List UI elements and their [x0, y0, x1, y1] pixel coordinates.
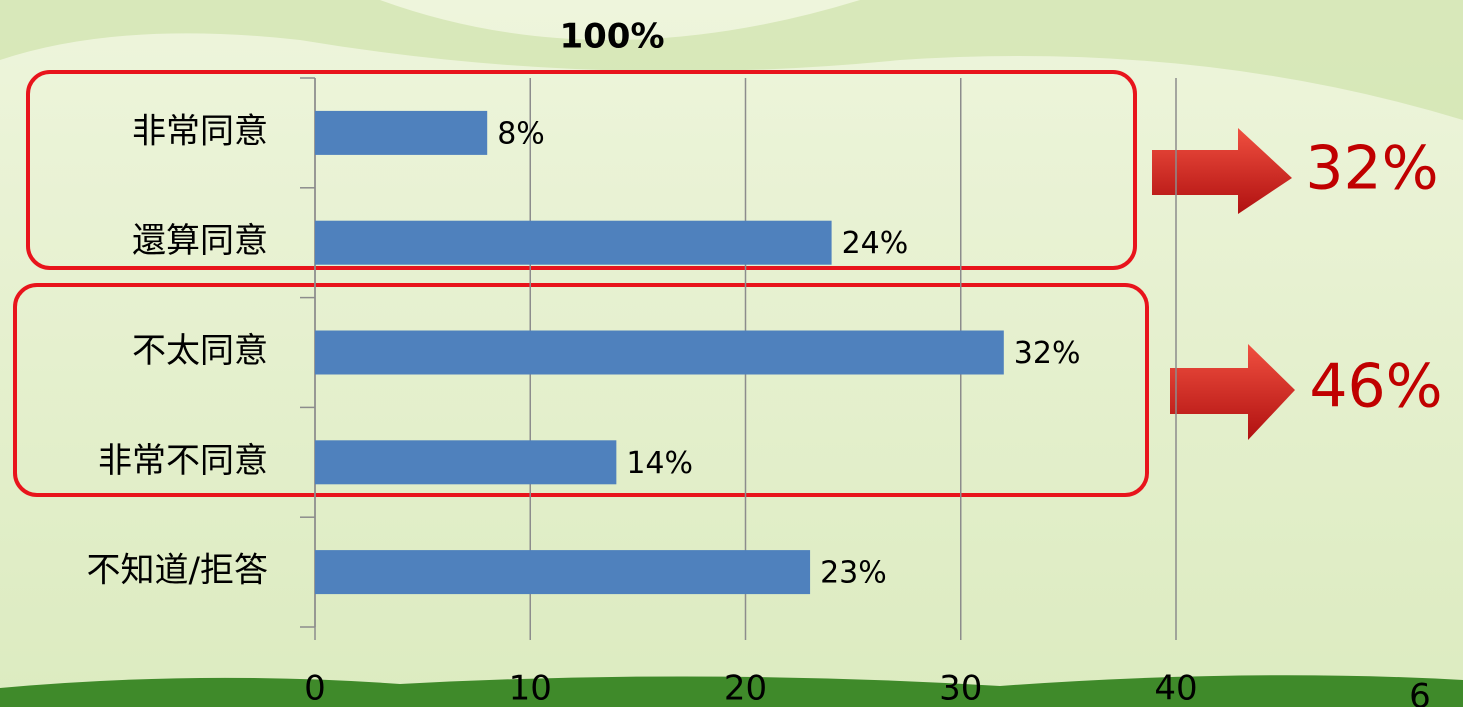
bar — [315, 440, 616, 484]
y-tick-label: 不知道/拒答 — [87, 551, 268, 591]
value-label: 14% — [626, 446, 693, 481]
y-tick-label: 非常同意 — [132, 111, 268, 151]
x-tick-label: 40 — [1154, 669, 1197, 707]
bar — [315, 221, 832, 265]
chart-title: 100% — [559, 17, 664, 57]
annotation: 32% — [1305, 134, 1438, 204]
page-number: 6 — [1409, 677, 1431, 707]
bar — [315, 111, 487, 155]
value-label: 24% — [842, 226, 909, 261]
bar — [315, 550, 810, 594]
value-label: 8% — [497, 116, 545, 151]
annotation: 46% — [1309, 352, 1442, 422]
x-tick-label: 10 — [509, 669, 552, 707]
y-tick-label: 還算同意 — [132, 221, 268, 261]
value-label: 32% — [1014, 336, 1081, 371]
bar — [315, 331, 1004, 375]
x-tick-label: 0 — [304, 669, 326, 707]
x-tick-label: 30 — [939, 669, 982, 707]
slide: 100% 32% 46% 6 0 10 20 30 40 非常同意 8% 還算同意 24% 不太同… — [0, 0, 1463, 707]
value-label: 23% — [820, 556, 887, 591]
x-tick-label: 20 — [724, 669, 767, 707]
y-tick-label: 非常不同意 — [98, 441, 268, 481]
y-tick-label: 不太同意 — [132, 331, 268, 371]
